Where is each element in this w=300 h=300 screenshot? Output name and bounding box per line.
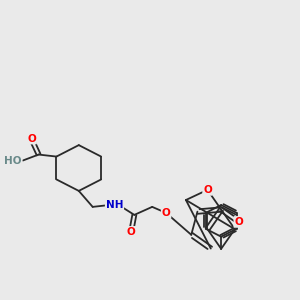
Text: HO: HO bbox=[4, 156, 22, 166]
Text: O: O bbox=[203, 185, 212, 195]
Text: O: O bbox=[27, 134, 36, 144]
Text: O: O bbox=[127, 227, 136, 237]
Text: NH: NH bbox=[106, 200, 123, 210]
Text: O: O bbox=[234, 217, 243, 227]
Text: O: O bbox=[162, 208, 170, 218]
